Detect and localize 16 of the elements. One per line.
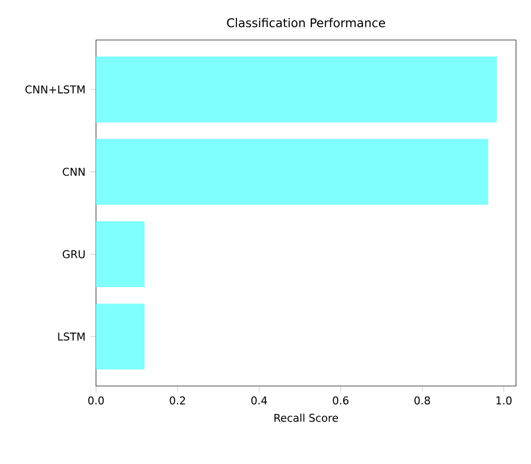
x-tick-label: 0.6 xyxy=(332,396,348,404)
x-tick-label: 0.8 xyxy=(414,396,430,404)
x-tick-label: 0.0 xyxy=(88,396,104,404)
y-tick-label: CNN+LSTM xyxy=(25,85,85,94)
bar xyxy=(96,56,497,122)
x-tick-label: 0.2 xyxy=(170,396,185,404)
y-tick-label: GRU xyxy=(62,250,85,258)
bar xyxy=(96,221,145,288)
chart-title: Classification Performance xyxy=(227,18,386,28)
bar xyxy=(96,138,488,205)
y-tick-label: CNN xyxy=(62,168,85,176)
x-tick-label: 1.0 xyxy=(496,396,512,404)
bar xyxy=(96,304,145,370)
y-tick-label: LSTM xyxy=(58,332,85,341)
x-axis-title: Recall Score xyxy=(274,414,338,422)
x-tick-label: 0.4 xyxy=(251,396,267,404)
